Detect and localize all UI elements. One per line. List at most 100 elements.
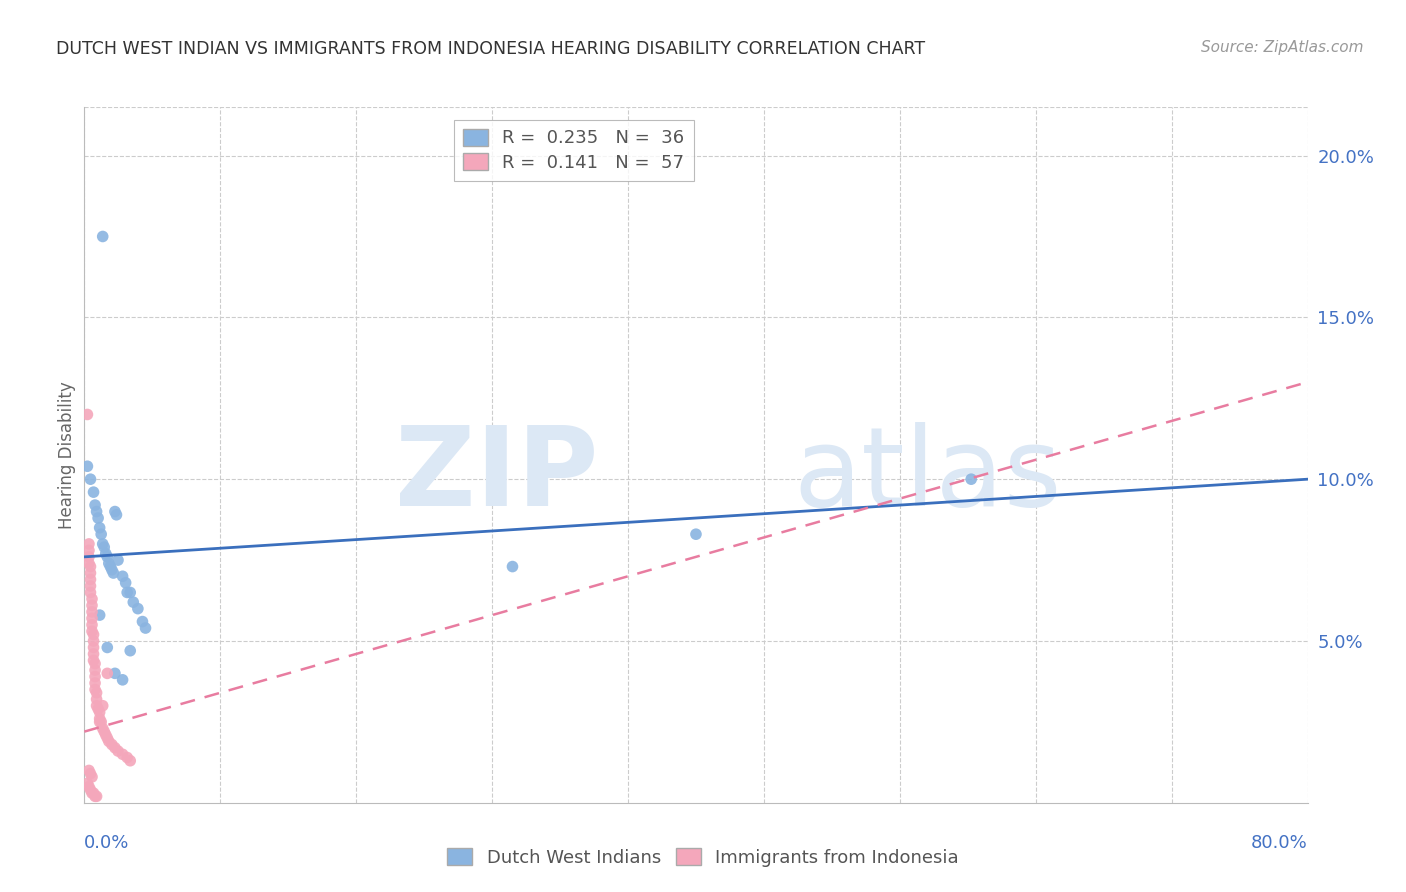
- Point: [80, 605, 103, 619]
- Point: [80, 617, 103, 632]
- Point: [94, 547, 117, 561]
- Point: [80, 770, 103, 784]
- Point: [685, 527, 707, 541]
- Text: 0.0%: 0.0%: [84, 834, 129, 852]
- Point: [127, 601, 149, 615]
- Point: [89, 712, 111, 726]
- Point: [84, 789, 107, 804]
- Point: [79, 585, 101, 599]
- Point: [79, 472, 101, 486]
- Point: [77, 543, 100, 558]
- Point: [76, 408, 98, 422]
- Point: [105, 508, 128, 522]
- Point: [79, 766, 101, 780]
- Point: [86, 698, 108, 713]
- Text: 80.0%: 80.0%: [1251, 834, 1308, 852]
- Point: [115, 585, 138, 599]
- Point: [103, 566, 125, 580]
- Point: [86, 692, 108, 706]
- Point: [94, 728, 117, 742]
- Point: [98, 559, 121, 574]
- Point: [84, 676, 107, 690]
- Point: [79, 566, 101, 580]
- Point: [135, 621, 157, 635]
- Point: [104, 504, 127, 518]
- Point: [89, 714, 111, 729]
- Text: DUTCH WEST INDIAN VS IMMIGRANTS FROM INDONESIA HEARING DISABILITY CORRELATION CH: DUTCH WEST INDIAN VS IMMIGRANTS FROM IND…: [56, 40, 925, 58]
- Point: [96, 640, 118, 655]
- Point: [84, 663, 107, 677]
- Point: [84, 657, 107, 671]
- Point: [86, 789, 108, 804]
- Point: [79, 782, 101, 797]
- Point: [96, 549, 118, 564]
- Point: [131, 615, 153, 629]
- Point: [111, 747, 134, 762]
- Point: [120, 754, 142, 768]
- Point: [83, 627, 105, 641]
- Point: [83, 653, 105, 667]
- Y-axis label: Hearing Disability: Hearing Disability: [58, 381, 76, 529]
- Point: [80, 786, 103, 800]
- Point: [502, 559, 524, 574]
- Point: [91, 537, 114, 551]
- Point: [79, 559, 101, 574]
- Point: [84, 670, 107, 684]
- Point: [77, 537, 100, 551]
- Point: [89, 705, 111, 719]
- Point: [80, 591, 103, 606]
- Point: [80, 624, 103, 639]
- Point: [84, 498, 107, 512]
- Point: [87, 702, 110, 716]
- Point: [89, 608, 111, 623]
- Point: [79, 579, 101, 593]
- Point: [80, 611, 103, 625]
- Legend: Dutch West Indians, Immigrants from Indonesia: Dutch West Indians, Immigrants from Indo…: [440, 841, 966, 874]
- Point: [91, 698, 114, 713]
- Point: [104, 740, 127, 755]
- Point: [86, 686, 108, 700]
- Point: [96, 731, 118, 745]
- Point: [83, 786, 105, 800]
- Point: [83, 634, 105, 648]
- Point: [84, 682, 107, 697]
- Point: [101, 563, 124, 577]
- Point: [111, 673, 134, 687]
- Text: ZIP: ZIP: [395, 422, 598, 529]
- Point: [87, 511, 110, 525]
- Point: [77, 780, 100, 794]
- Point: [97, 557, 120, 571]
- Point: [122, 595, 145, 609]
- Point: [93, 724, 115, 739]
- Point: [101, 738, 124, 752]
- Point: [120, 585, 142, 599]
- Point: [96, 666, 118, 681]
- Point: [77, 557, 100, 571]
- Point: [960, 472, 983, 486]
- Text: Source: ZipAtlas.com: Source: ZipAtlas.com: [1201, 40, 1364, 55]
- Point: [77, 549, 100, 564]
- Point: [91, 722, 114, 736]
- Point: [91, 229, 114, 244]
- Point: [107, 744, 129, 758]
- Point: [76, 776, 98, 790]
- Legend: R =  0.235   N =  36, R =  0.141   N =  57: R = 0.235 N = 36, R = 0.141 N = 57: [454, 120, 693, 180]
- Point: [107, 553, 129, 567]
- Text: atlas: atlas: [794, 422, 1063, 529]
- Point: [86, 504, 108, 518]
- Point: [120, 643, 142, 657]
- Point: [76, 459, 98, 474]
- Point: [104, 666, 127, 681]
- Point: [89, 521, 111, 535]
- Point: [97, 734, 120, 748]
- Point: [83, 640, 105, 655]
- Point: [115, 750, 138, 764]
- Point: [111, 569, 134, 583]
- Point: [90, 527, 112, 541]
- Point: [90, 714, 112, 729]
- Point: [80, 599, 103, 613]
- Point: [77, 764, 100, 778]
- Point: [83, 647, 105, 661]
- Point: [93, 540, 115, 554]
- Point: [114, 575, 136, 590]
